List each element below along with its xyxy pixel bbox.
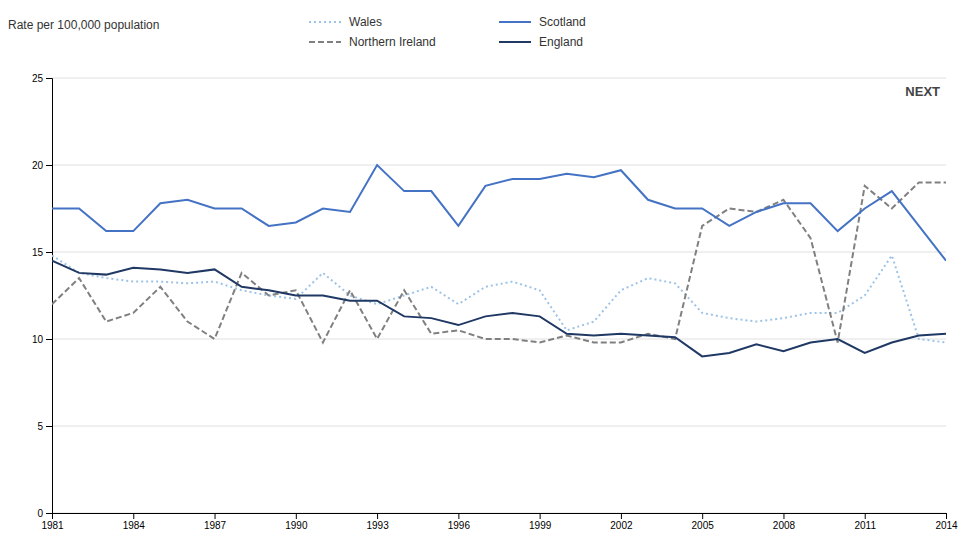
x-tick-mark bbox=[377, 513, 378, 519]
x-tick-label: 1984 bbox=[123, 520, 146, 531]
grid-line bbox=[52, 165, 946, 166]
legend-swatch bbox=[309, 21, 341, 23]
lines bbox=[52, 165, 946, 356]
y-tick-mark bbox=[46, 252, 52, 253]
legend-item: Scotland bbox=[499, 15, 586, 29]
x-tick-label: 1981 bbox=[41, 520, 64, 531]
y-axis: 0 5 10 15 20 25 bbox=[32, 73, 53, 519]
y-tick-label: 10 bbox=[32, 334, 44, 345]
y-tick-mark bbox=[46, 513, 52, 514]
legend-label: Wales bbox=[349, 15, 382, 29]
x-tick-mark bbox=[946, 513, 947, 519]
grid-line bbox=[52, 252, 946, 253]
x-tick: 1990 bbox=[285, 513, 308, 531]
x-tick: 1984 bbox=[123, 513, 146, 531]
y-tick-mark bbox=[46, 426, 52, 427]
x-tick-mark bbox=[133, 513, 134, 519]
annotation: NEXT bbox=[905, 84, 940, 99]
x-tick: 2014 bbox=[935, 513, 958, 531]
x-tick-mark bbox=[458, 513, 459, 519]
y-tick: 5 bbox=[37, 421, 52, 432]
x-tick: 1996 bbox=[448, 513, 471, 531]
grid-line bbox=[52, 426, 946, 427]
y-tick-mark bbox=[46, 78, 52, 79]
legend-item: England bbox=[499, 35, 583, 49]
legend-label: England bbox=[539, 35, 583, 49]
y-tick: 15 bbox=[32, 247, 52, 258]
legend-label: Scotland bbox=[539, 15, 586, 29]
x-tick: 2008 bbox=[773, 513, 796, 531]
y-tick-label: 5 bbox=[37, 421, 43, 432]
y-tick: 10 bbox=[32, 334, 52, 345]
y-tick: 0 bbox=[37, 508, 52, 519]
x-tick-label: 2005 bbox=[692, 520, 715, 531]
y-axis-line bbox=[46, 79, 53, 514]
x-tick-label: 2008 bbox=[773, 520, 796, 531]
x-axis-line bbox=[53, 514, 947, 520]
series-line bbox=[52, 165, 946, 261]
grid-line bbox=[52, 78, 946, 79]
x-tick-label: 2002 bbox=[610, 520, 633, 531]
plot: 1981198419871990199319961999200220052008… bbox=[32, 73, 958, 531]
legend-label: Northern Ireland bbox=[349, 35, 436, 49]
y-tick: 25 bbox=[32, 73, 52, 84]
x-tick-mark bbox=[215, 513, 216, 519]
x-tick-label: 2014 bbox=[935, 520, 958, 531]
x-tick-label: 1996 bbox=[448, 520, 471, 531]
y-tick-label: 15 bbox=[32, 247, 44, 258]
x-tick-label: 1987 bbox=[204, 520, 227, 531]
x-tick-label: 1990 bbox=[285, 520, 308, 531]
x-tick: 2005 bbox=[692, 513, 715, 531]
x-tick: 2002 bbox=[610, 513, 633, 531]
x-tick-mark bbox=[865, 513, 866, 519]
x-tick: 1993 bbox=[366, 513, 389, 531]
x-tick: 1987 bbox=[204, 513, 227, 531]
y-tick-mark bbox=[46, 165, 52, 166]
x-tick-mark bbox=[621, 513, 622, 519]
legend-swatch bbox=[499, 41, 531, 43]
chart: 1981198419871990199319961999200220052008… bbox=[0, 0, 976, 549]
x-tick: 1981 bbox=[41, 513, 64, 531]
series-line bbox=[52, 255, 946, 342]
x-tick-label: 2011 bbox=[854, 520, 876, 531]
x-axis: 1981 1984 1987 1990 1993 1996 1999 2002 2005 2008… bbox=[41, 513, 958, 531]
x-tick-mark bbox=[540, 513, 541, 519]
x-tick-mark bbox=[783, 513, 784, 519]
y-tick-label: 25 bbox=[32, 73, 44, 84]
legend-item: Northern Ireland bbox=[309, 35, 436, 49]
series-line bbox=[52, 261, 946, 357]
x-tick-label: 1999 bbox=[529, 520, 552, 531]
x-tick-mark bbox=[702, 513, 703, 519]
legend-item: Wales bbox=[309, 15, 382, 29]
x-tick: 2011 bbox=[854, 513, 876, 531]
y-axis-title: Rate per 100,000 population bbox=[8, 18, 159, 32]
y-tick-label: 20 bbox=[32, 160, 44, 171]
x-tick-label: 1993 bbox=[366, 520, 389, 531]
legend-swatch bbox=[309, 41, 341, 43]
x-tick-mark bbox=[296, 513, 297, 519]
x-tick: 1999 bbox=[529, 513, 552, 531]
grid bbox=[52, 78, 946, 513]
y-tick-label: 0 bbox=[37, 508, 43, 519]
legend: Wales Northern Ireland Scotland England bbox=[309, 15, 586, 49]
y-tick: 20 bbox=[32, 160, 52, 171]
series-line bbox=[52, 182, 946, 342]
legend-swatch bbox=[499, 21, 531, 23]
y-tick-mark bbox=[46, 339, 52, 340]
